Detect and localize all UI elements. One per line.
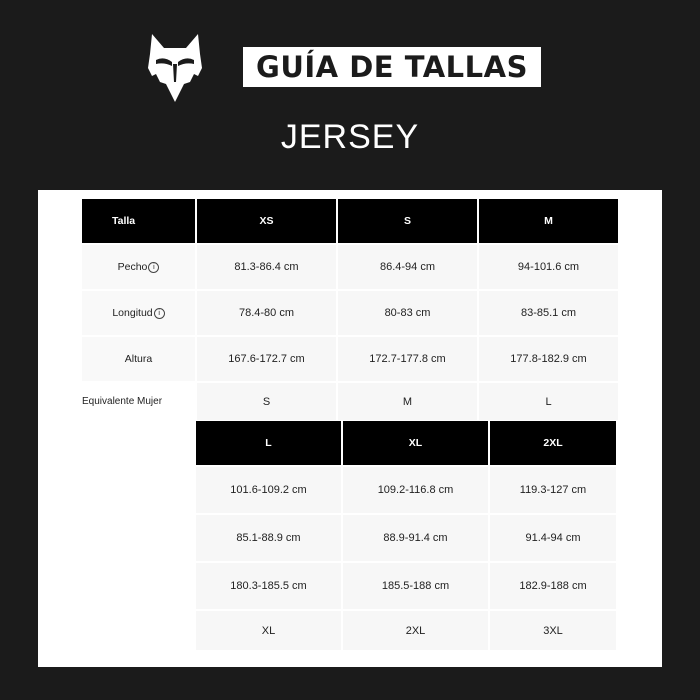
- value-cell-text: M: [402, 395, 413, 408]
- value-cell-text: 81.3-86.4 cm: [234, 261, 299, 273]
- size-header-cell-text: 2XL: [543, 437, 563, 449]
- value-cell-text: 119.3-127 cm: [519, 484, 587, 496]
- value-cell-text: 83-85.1 cm: [520, 307, 577, 319]
- value-cell: 80-83 cm: [338, 291, 477, 335]
- value-cell-text: 80-83 cm: [384, 307, 431, 319]
- row-label-text: Longitud: [112, 307, 153, 319]
- row-label: Altura: [82, 337, 195, 381]
- value-cell: 3XL: [490, 611, 616, 650]
- header-label-cell: Talla: [82, 199, 195, 243]
- value-cell: S: [197, 383, 336, 420]
- value-cell-text: 88.9-91.4 cm: [383, 532, 448, 544]
- value-cell-text: 182.9-188 cm: [519, 580, 587, 592]
- value-cell-text: S: [262, 395, 271, 408]
- value-cell: 85.1-88.9 cm: [196, 515, 341, 561]
- info-icon[interactable]: i: [148, 261, 160, 273]
- value-cell-text: 94-101.6 cm: [517, 261, 580, 273]
- row-label: Equivalente Mujer: [82, 383, 195, 420]
- value-cell: 172.7-177.8 cm: [338, 337, 477, 381]
- value-cell: 182.9-188 cm: [490, 563, 616, 609]
- value-cell-text: 86.4-94 cm: [379, 261, 436, 273]
- value-cell-text: 78.4-80 cm: [238, 307, 295, 319]
- value-cell: 109.2-116.8 cm: [343, 467, 488, 513]
- header-label-cell-text: Talla: [112, 215, 136, 227]
- size-table-1: Talla XS S M Pecho i 81.3-86.4 cm 86.4-94 cm 94-…: [82, 199, 618, 420]
- row-label-text: Altura: [124, 353, 153, 365]
- value-cell-text: 172.7-177.8 cm: [369, 353, 446, 365]
- size-header-cell: XS: [197, 199, 336, 243]
- size-header-cell: S: [338, 199, 477, 243]
- value-cell: 177.8-182.9 cm: [479, 337, 618, 381]
- value-cell: 167.6-172.7 cm: [197, 337, 336, 381]
- value-cell: XL: [196, 611, 341, 650]
- fox-logo-icon: [148, 34, 202, 102]
- value-cell: 78.4-80 cm: [197, 291, 336, 335]
- value-cell: 81.3-86.4 cm: [197, 245, 336, 289]
- title-banner: GUÍA DE TALLAS: [243, 47, 541, 87]
- value-cell-text: 91.4-94 cm: [525, 532, 581, 544]
- size-header-cell-text: XL: [408, 437, 423, 449]
- value-cell: 83-85.1 cm: [479, 291, 618, 335]
- page-title: GUÍA DE TALLAS: [256, 50, 528, 84]
- value-cell: 91.4-94 cm: [490, 515, 616, 561]
- product-subtitle: JERSEY: [280, 118, 420, 156]
- row-label: Longitud i: [82, 291, 195, 335]
- size-header-cell: 2XL: [490, 421, 616, 465]
- value-cell-text: 109.2-116.8 cm: [377, 484, 454, 496]
- value-cell-text: 85.1-88.9 cm: [236, 532, 301, 544]
- size-header-cell-text: XS: [259, 215, 274, 227]
- size-header-cell: XL: [343, 421, 488, 465]
- value-cell-text: 167.6-172.7 cm: [228, 353, 305, 365]
- size-header-cell-text: M: [544, 215, 553, 227]
- value-cell: 86.4-94 cm: [338, 245, 477, 289]
- value-cell: 101.6-109.2 cm: [196, 467, 341, 513]
- value-cell: 88.9-91.4 cm: [343, 515, 488, 561]
- value-cell-text: XL: [261, 624, 276, 637]
- size-table-2: L XL 2XL 101.6-109.2 cm 109.2-116.8 cm 119.3-…: [196, 421, 616, 650]
- size-header-cell: L: [196, 421, 341, 465]
- row-label: Pecho i: [82, 245, 195, 289]
- info-icon[interactable]: i: [153, 307, 165, 319]
- row-label-text: Equivalente Mujer: [82, 396, 163, 407]
- size-header-cell-text: L: [265, 437, 272, 449]
- value-cell-text: 2XL: [405, 624, 426, 637]
- value-cell: 94-101.6 cm: [479, 245, 618, 289]
- value-cell-text: 180.3-185.5 cm: [230, 580, 307, 592]
- value-cell: 180.3-185.5 cm: [196, 563, 341, 609]
- value-cell: L: [479, 383, 618, 420]
- size-header-cell: M: [479, 199, 618, 243]
- value-cell-text: 3XL: [543, 624, 563, 637]
- size-header-cell-text: S: [403, 215, 411, 227]
- value-cell-text: 177.8-182.9 cm: [510, 353, 587, 365]
- value-cell: 119.3-127 cm: [490, 467, 616, 513]
- value-cell-text: L: [545, 395, 552, 408]
- value-cell: 2XL: [343, 611, 488, 650]
- value-cell: 185.5-188 cm: [343, 563, 488, 609]
- value-cell-text: 185.5-188 cm: [381, 580, 450, 592]
- row-label-text: Pecho: [117, 261, 148, 273]
- value-cell-text: 101.6-109.2 cm: [230, 484, 307, 496]
- value-cell: M: [338, 383, 477, 420]
